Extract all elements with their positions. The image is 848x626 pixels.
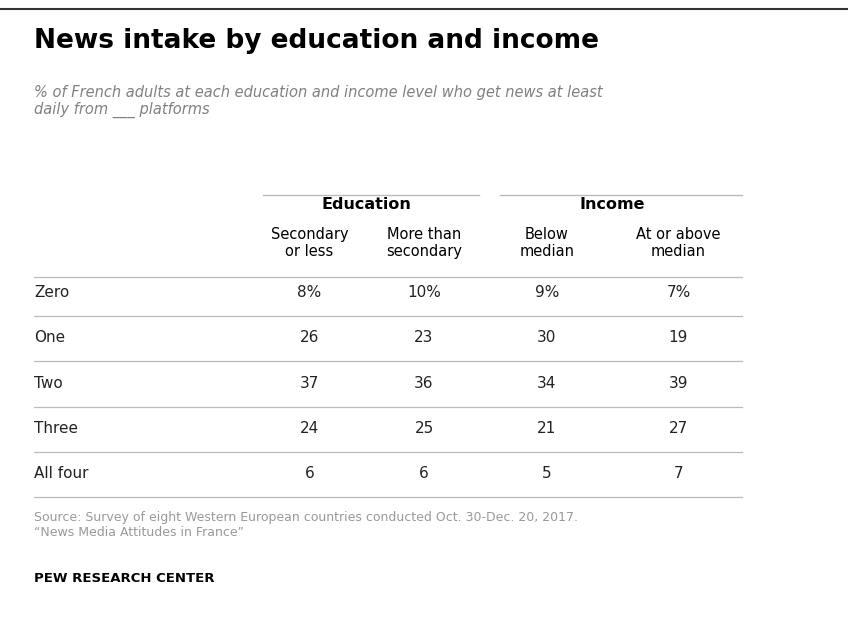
Text: 37: 37 [300, 376, 319, 391]
Text: Zero: Zero [34, 285, 70, 300]
Text: 39: 39 [669, 376, 688, 391]
Text: Education: Education [322, 197, 411, 212]
Text: 24: 24 [300, 421, 319, 436]
Text: 9%: 9% [535, 285, 559, 300]
Text: 6: 6 [419, 466, 429, 481]
Text: 6: 6 [304, 466, 315, 481]
Text: 7: 7 [673, 466, 683, 481]
Text: 34: 34 [538, 376, 556, 391]
Text: Two: Two [34, 376, 63, 391]
Text: All four: All four [34, 466, 88, 481]
Text: PEW RESEARCH CENTER: PEW RESEARCH CENTER [34, 572, 215, 585]
Text: At or above
median: At or above median [636, 227, 721, 259]
Text: Three: Three [34, 421, 78, 436]
Text: 23: 23 [415, 330, 433, 345]
Text: Secondary
or less: Secondary or less [271, 227, 349, 259]
Text: 36: 36 [415, 376, 433, 391]
Text: % of French adults at each education and income level who get news at least
dail: % of French adults at each education and… [34, 85, 603, 118]
Text: 27: 27 [669, 421, 688, 436]
Text: 30: 30 [538, 330, 556, 345]
Text: 25: 25 [415, 421, 433, 436]
Text: One: One [34, 330, 65, 345]
Text: Source: Survey of eight Western European countries conducted Oct. 30-Dec. 20, 20: Source: Survey of eight Western European… [34, 511, 578, 540]
Text: 7%: 7% [667, 285, 690, 300]
Text: 19: 19 [669, 330, 688, 345]
Text: 8%: 8% [298, 285, 321, 300]
Text: Income: Income [580, 197, 645, 212]
Text: 10%: 10% [407, 285, 441, 300]
Text: News intake by education and income: News intake by education and income [34, 28, 599, 54]
Text: 26: 26 [300, 330, 319, 345]
Text: More than
secondary: More than secondary [386, 227, 462, 259]
Text: Below
median: Below median [520, 227, 574, 259]
Text: 21: 21 [538, 421, 556, 436]
Text: 5: 5 [542, 466, 552, 481]
